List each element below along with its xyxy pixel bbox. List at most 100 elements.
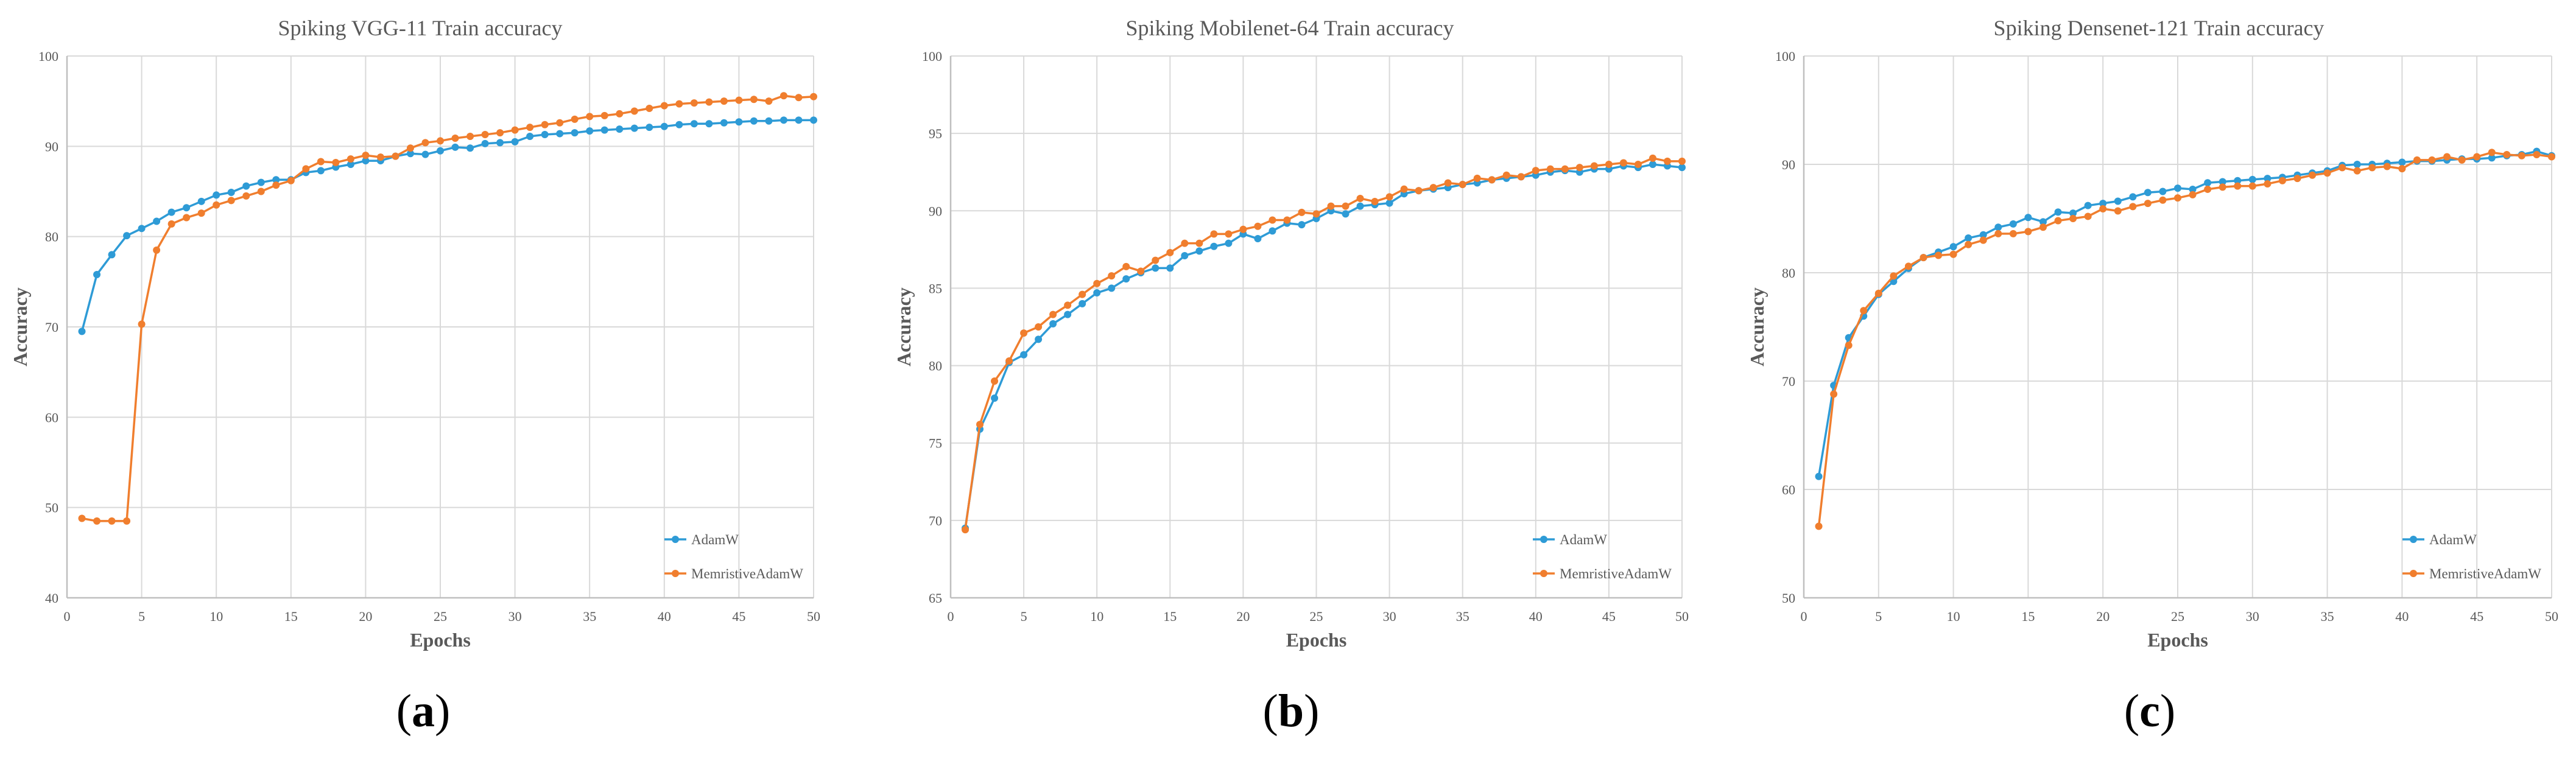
adamw-point xyxy=(1035,335,1043,343)
memristive-adamw-point xyxy=(481,131,489,139)
panel-label-b-letter: b xyxy=(1278,685,1304,737)
y-tick-label: 70 xyxy=(1782,374,1795,389)
x-tick-label: 25 xyxy=(2171,609,2184,624)
panel-label-a-letter: a xyxy=(412,685,435,737)
memristive-adamw-point xyxy=(1079,290,1086,298)
memristive-adamw-point xyxy=(2069,215,2077,222)
legend-swatch-marker xyxy=(1540,570,1547,577)
x-tick-label: 40 xyxy=(658,609,671,624)
memristive-adamw-point xyxy=(600,111,608,119)
memristive-adamw-point xyxy=(2009,230,2017,237)
adamw-point xyxy=(1649,161,1656,168)
chart-title: Spiking VGG-11 Train accuracy xyxy=(278,16,563,40)
x-tick-label: 5 xyxy=(1021,609,1027,624)
adamw-point xyxy=(227,188,235,196)
adamw-point xyxy=(1020,351,1028,359)
memristive-adamw-point xyxy=(1166,248,1174,256)
memristive-adamw-point xyxy=(1473,174,1481,182)
memristive-adamw-point xyxy=(1532,167,1540,175)
adamw-point xyxy=(2174,184,2181,192)
adamw-point xyxy=(496,139,504,147)
chart-2: 0 5 10 15 20 25 30 35 40 45 50 65 70 75 80 85 90 95 100 Spi… xyxy=(893,16,1689,651)
adamw-point xyxy=(1356,202,1364,210)
y-tick-label: 90 xyxy=(929,203,942,219)
chart-1: 0 5 10 15 20 25 30 35 40 45 50 40 50 60 70 80 90 100 Spiki… xyxy=(9,16,820,651)
x-tick-label: 30 xyxy=(509,609,522,624)
x-tick-label: 40 xyxy=(2395,609,2409,624)
memristive-adamw-point xyxy=(1400,185,1408,193)
memristive-adamw-point xyxy=(571,115,579,123)
memristive-adamw-point xyxy=(991,377,999,385)
memristive-adamw-point xyxy=(317,158,325,166)
y-tick-label: 50 xyxy=(45,500,58,516)
memristive-adamw-point xyxy=(1561,165,1569,173)
x-tick-label: 30 xyxy=(2246,609,2259,624)
memristive-adamw-point xyxy=(1815,522,1823,530)
memristive-adamw-point xyxy=(347,155,354,163)
memristive-adamw-point xyxy=(2264,180,2272,188)
y-tick-label: 80 xyxy=(45,230,58,245)
chart-3: 0 5 10 15 20 25 30 35 40 45 50 50 60 70 80 90 100 Spiking… xyxy=(1746,16,2558,651)
memristive-adamw-point xyxy=(1093,279,1101,287)
memristive-adamw-point xyxy=(735,96,743,104)
panel-label-b-open: ( xyxy=(1262,685,1278,737)
memristive-adamw-point xyxy=(242,192,250,200)
legend-label: AdamW xyxy=(2429,532,2477,547)
legend-label: AdamW xyxy=(1560,532,1607,547)
adamw-point xyxy=(183,204,191,212)
adamw-point xyxy=(541,131,549,139)
adamw-point xyxy=(2248,175,2256,183)
adamw-point xyxy=(1122,275,1130,283)
panel-label-c-open: ( xyxy=(2124,685,2140,737)
memristive-adamw-point xyxy=(1269,216,1276,224)
adamw-point xyxy=(675,121,683,128)
adamw-point xyxy=(571,129,579,137)
adamw-point xyxy=(1979,231,1987,239)
memristive-adamw-point xyxy=(2473,153,2481,161)
adamw-point xyxy=(646,124,653,131)
memristive-adamw-point xyxy=(526,124,534,131)
y-tick-label: 95 xyxy=(929,126,942,141)
adamw-point xyxy=(810,116,817,124)
memristive-adamw-point xyxy=(616,110,624,117)
memristive-adamw-point xyxy=(1546,165,1554,173)
memristive-adamw-point xyxy=(2383,163,2391,170)
memristive-adamw-point xyxy=(765,97,773,105)
memristive-adamw-point xyxy=(2338,164,2346,172)
y-tick-label: 85 xyxy=(929,281,942,296)
memristive-adamw-point xyxy=(1920,254,1927,262)
memristive-adamw-point xyxy=(2234,182,2242,190)
adamw-point xyxy=(586,127,594,135)
adamw-point xyxy=(213,191,220,199)
memristive-adamw-point xyxy=(1356,194,1364,202)
memristive-adamw-point xyxy=(1298,208,1306,216)
legend-swatch-marker xyxy=(2410,536,2417,543)
adamw-point xyxy=(466,144,474,152)
y-tick-label: 100 xyxy=(1775,49,1795,64)
x-tick-label: 10 xyxy=(1090,609,1103,624)
memristive-adamw-point xyxy=(705,98,713,106)
memristive-adamw-point xyxy=(2548,153,2555,161)
memristive-adamw-point xyxy=(302,165,310,173)
y-tick-label: 80 xyxy=(929,359,942,374)
panel-label-c-close: ) xyxy=(2159,685,2176,737)
adamw-point xyxy=(630,124,638,132)
memristive-adamw-point xyxy=(406,144,414,152)
memristive-adamw-point xyxy=(1663,157,1671,165)
adamw-point xyxy=(2204,179,2212,187)
memristive-adamw-point xyxy=(1605,161,1613,168)
adamw-point xyxy=(1994,223,2002,231)
memristive-adamw-point xyxy=(183,214,191,222)
adamw-point xyxy=(2024,214,2032,222)
memristive-adamw-point xyxy=(2248,182,2256,190)
memristive-adamw-point xyxy=(1488,176,1496,184)
panel-label-a: (a) xyxy=(332,685,515,738)
memristive-adamw-point xyxy=(1108,272,1116,280)
memristive-adamw-point xyxy=(1415,187,1423,195)
memristive-adamw-point xyxy=(496,129,504,137)
adamw-point xyxy=(197,197,205,205)
memristive-adamw-point xyxy=(108,517,116,525)
adamw-point xyxy=(257,178,265,186)
memristive-adamw-point xyxy=(2084,212,2092,220)
adamw-point xyxy=(1342,210,1350,218)
